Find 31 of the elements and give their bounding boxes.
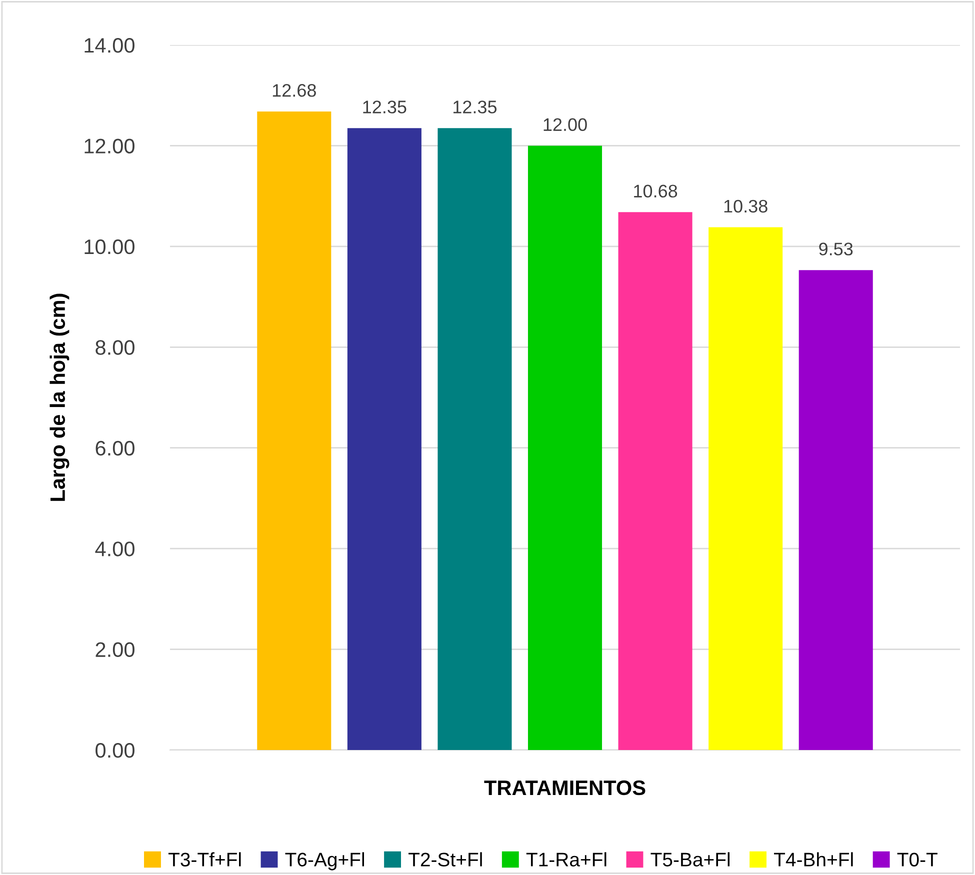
legend-label: T4-Bh+Fl	[774, 852, 853, 866]
bar	[708, 227, 783, 750]
data-label: 12.68	[272, 84, 316, 97]
y-tick-label: 2.00	[96, 642, 134, 658]
y-tick-label: 10.00	[84, 239, 134, 254]
y-tick-label: 8.00	[96, 340, 134, 355]
bar	[618, 212, 692, 750]
data-label: 12.00	[544, 118, 587, 132]
legend-label: T0-T	[897, 852, 938, 866]
data-label: 10.38	[724, 200, 768, 213]
legend-label: T6-Ag+Fl	[285, 852, 364, 870]
data-label: 12.35	[454, 100, 497, 114]
legend-label: T2-St+Fl	[408, 852, 482, 866]
y-tick-label: 12.00	[84, 138, 134, 154]
bar	[438, 128, 512, 750]
legend-label: T5-Ba+Fl	[650, 852, 730, 866]
y-tick-label: 4.00	[95, 542, 134, 556]
bar	[347, 128, 422, 750]
legend-label: T1-Ra+Fl	[526, 852, 606, 866]
data-label: 9.53	[819, 242, 853, 256]
legend-label: T3-Tf+Fl	[168, 852, 241, 866]
data-label: 12.35	[363, 100, 406, 114]
y-tick-label: 6.00	[96, 440, 134, 456]
y-tick-label: 14.00	[84, 38, 134, 53]
bar	[257, 111, 332, 750]
bar	[528, 146, 602, 750]
data-label: 10.68	[634, 184, 678, 198]
y-axis-title: Largo de la hoja (cm)	[50, 294, 70, 501]
y-tick-label: 0.00	[96, 743, 134, 758]
x-axis-title: TRATAMIENTOS	[484, 780, 646, 796]
bar	[798, 270, 873, 750]
